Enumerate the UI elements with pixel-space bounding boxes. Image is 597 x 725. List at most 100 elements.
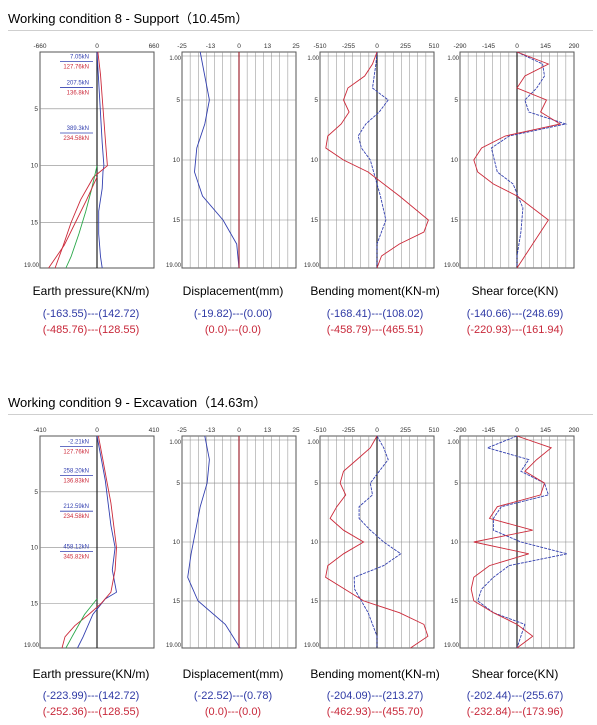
y-tick-label: 15 xyxy=(31,220,39,227)
strut-force-blue: 458.12kN xyxy=(63,544,89,550)
x-tick-label: 290 xyxy=(569,427,580,434)
series-line-2 xyxy=(473,51,562,269)
earth-pressure-chart-8: -660 0 660 5 10 15 19.00 7.05kN 127.76kN 207.5kN 1… xyxy=(24,43,160,269)
y-top-label: 1.00 xyxy=(169,56,181,62)
result-red: (-458.79)---(465.51) xyxy=(326,324,424,336)
series-line-1 xyxy=(353,435,402,648)
x-tick-label: 255 xyxy=(400,427,411,434)
strut-force-red: 127.76kN xyxy=(63,449,89,455)
x-tick-label: 13 xyxy=(264,427,272,434)
series-line-2 xyxy=(54,51,108,269)
strut-force-blue: 7.05kN xyxy=(70,54,89,60)
y-tick-label: 10 xyxy=(311,157,319,164)
series-line-2 xyxy=(325,435,429,649)
y-top-label: 1.00 xyxy=(447,56,459,62)
y-tick-label: 5 xyxy=(314,480,318,487)
x-tick-label: 0 xyxy=(237,43,241,50)
result-red: (-252.36)---(128.55) xyxy=(42,706,140,718)
x-tick-label: 0 xyxy=(515,427,519,434)
x-tick-label: -510 xyxy=(313,427,326,434)
x-tick-label: -290 xyxy=(453,43,466,50)
x-tick-label: 0 xyxy=(237,427,241,434)
result-moment-9: (-204.09)---(213.27) (-462.93)---(455.70) xyxy=(310,688,440,720)
result-blue: (-168.41)---(108.02) xyxy=(326,308,424,320)
caption-moment-8: Bending moment(KN-m) xyxy=(310,284,440,298)
caption-shear-9: Shear force(KN) xyxy=(471,667,559,681)
y-bottom-label: 19.00 xyxy=(24,263,40,269)
result-blue: (-140.66)---(248.69) xyxy=(466,308,564,320)
caption-shear-8: Shear force(KN) xyxy=(471,284,559,298)
series-line-1 xyxy=(77,435,118,649)
y-tick-label: 15 xyxy=(31,600,39,607)
strut-force-blue: 389.3kN xyxy=(67,126,89,132)
section-title-9: Working condition 9 - Excavation（14.63m） xyxy=(8,395,267,410)
y-bottom-label: 19.00 xyxy=(24,643,40,649)
y-tick-label: 10 xyxy=(31,545,39,552)
y-bottom-label: 19.00 xyxy=(166,263,182,269)
result-earth-8: (-163.55)---(142.72) (-485.76)---(128.55) xyxy=(26,306,156,338)
x-tick-label: 13 xyxy=(264,43,272,50)
result-blue: (-19.82)---(0.00) xyxy=(193,308,273,320)
series-line-1 xyxy=(357,51,389,268)
y-tick-label: 5 xyxy=(176,97,180,104)
x-tick-label: -13 xyxy=(206,43,216,50)
x-tick-label: 0 xyxy=(95,43,99,50)
y-bottom-label: 19.00 xyxy=(444,643,460,649)
shear-force-chart-8: -290 -145 0 145 290 5 10 15 1.00 19.00 xyxy=(444,43,580,269)
result-red: (-485.76)---(128.55) xyxy=(42,324,140,336)
x-tick-label: 410 xyxy=(149,427,160,434)
series-line-1 xyxy=(187,435,241,649)
x-tick-label: -510 xyxy=(313,43,326,50)
caption-earth-8: Earth pressure(KN/m) xyxy=(32,284,150,298)
displacement-chart-9: -25 -13 0 13 25 5 10 15 1.00 19.00 xyxy=(166,427,300,649)
series-line-1 xyxy=(490,51,568,268)
result-red: (0.0)---(0.0) xyxy=(204,706,262,718)
y-tick-label: 15 xyxy=(173,598,181,605)
x-tick-label: 660 xyxy=(149,43,160,50)
series-line-2 xyxy=(470,435,553,649)
y-tick-label: 10 xyxy=(31,163,39,170)
result-red: (-232.84)---(173.96) xyxy=(466,706,564,718)
result-blue: (-223.99)---(142.72) xyxy=(42,690,140,702)
caption-moment-9: Bending moment(KN-m) xyxy=(310,667,440,681)
x-tick-label: 255 xyxy=(400,43,411,50)
section-separator-9 xyxy=(8,414,593,415)
x-tick-label: -145 xyxy=(482,427,495,434)
x-tick-label: 0 xyxy=(375,43,379,50)
x-tick-label: -290 xyxy=(453,427,466,434)
x-tick-label: -25 xyxy=(177,427,187,434)
y-tick-label: 10 xyxy=(311,539,319,546)
earth-pressure-chart-9: -410 0 410 5 10 15 19.00 -2.21kN 127.76kN 258.20k… xyxy=(24,427,160,649)
strut-force-blue: -2.21kN xyxy=(68,439,89,445)
strut-force-red: 127.76kN xyxy=(63,64,89,70)
x-tick-label: -255 xyxy=(342,43,355,50)
x-tick-label: 510 xyxy=(429,427,440,434)
section-separator-8 xyxy=(8,30,593,31)
x-tick-label: 145 xyxy=(540,43,551,50)
strut-force-blue: 258.20kN xyxy=(63,468,89,474)
x-tick-label: 25 xyxy=(292,43,300,50)
y-tick-label: 15 xyxy=(451,217,459,224)
x-tick-label: -25 xyxy=(177,43,187,50)
strut-force-red: 136.83kN xyxy=(63,478,89,484)
result-shear-8: (-140.66)---(248.69) (-220.93)---(161.94) xyxy=(450,306,580,338)
result-disp-9: (-22.52)---(0.78) (0.0)---(0.0) xyxy=(168,688,298,720)
result-blue: (-204.09)---(213.27) xyxy=(326,690,424,702)
strut-force-red: 345.82kN xyxy=(63,554,89,560)
y-tick-label: 15 xyxy=(311,598,319,605)
y-bottom-label: 19.00 xyxy=(304,263,320,269)
y-tick-label: 5 xyxy=(34,489,38,496)
displacement-chart-8: -25 -13 0 13 25 5 10 15 1.00 19.00 xyxy=(166,43,300,269)
y-tick-label: 10 xyxy=(451,157,459,164)
y-top-label: 1.00 xyxy=(169,440,181,446)
series-line-1 xyxy=(477,435,568,649)
strut-force-blue: 212.59kN xyxy=(63,504,89,510)
series-line-2 xyxy=(61,435,117,649)
x-tick-label: 145 xyxy=(540,427,551,434)
y-bottom-label: 19.00 xyxy=(304,643,320,649)
strut-force-red: 234.58kN xyxy=(63,514,89,520)
caption-disp-8: Displacement(mm) xyxy=(182,284,284,298)
result-red: (-220.93)---(161.94) xyxy=(466,324,564,336)
